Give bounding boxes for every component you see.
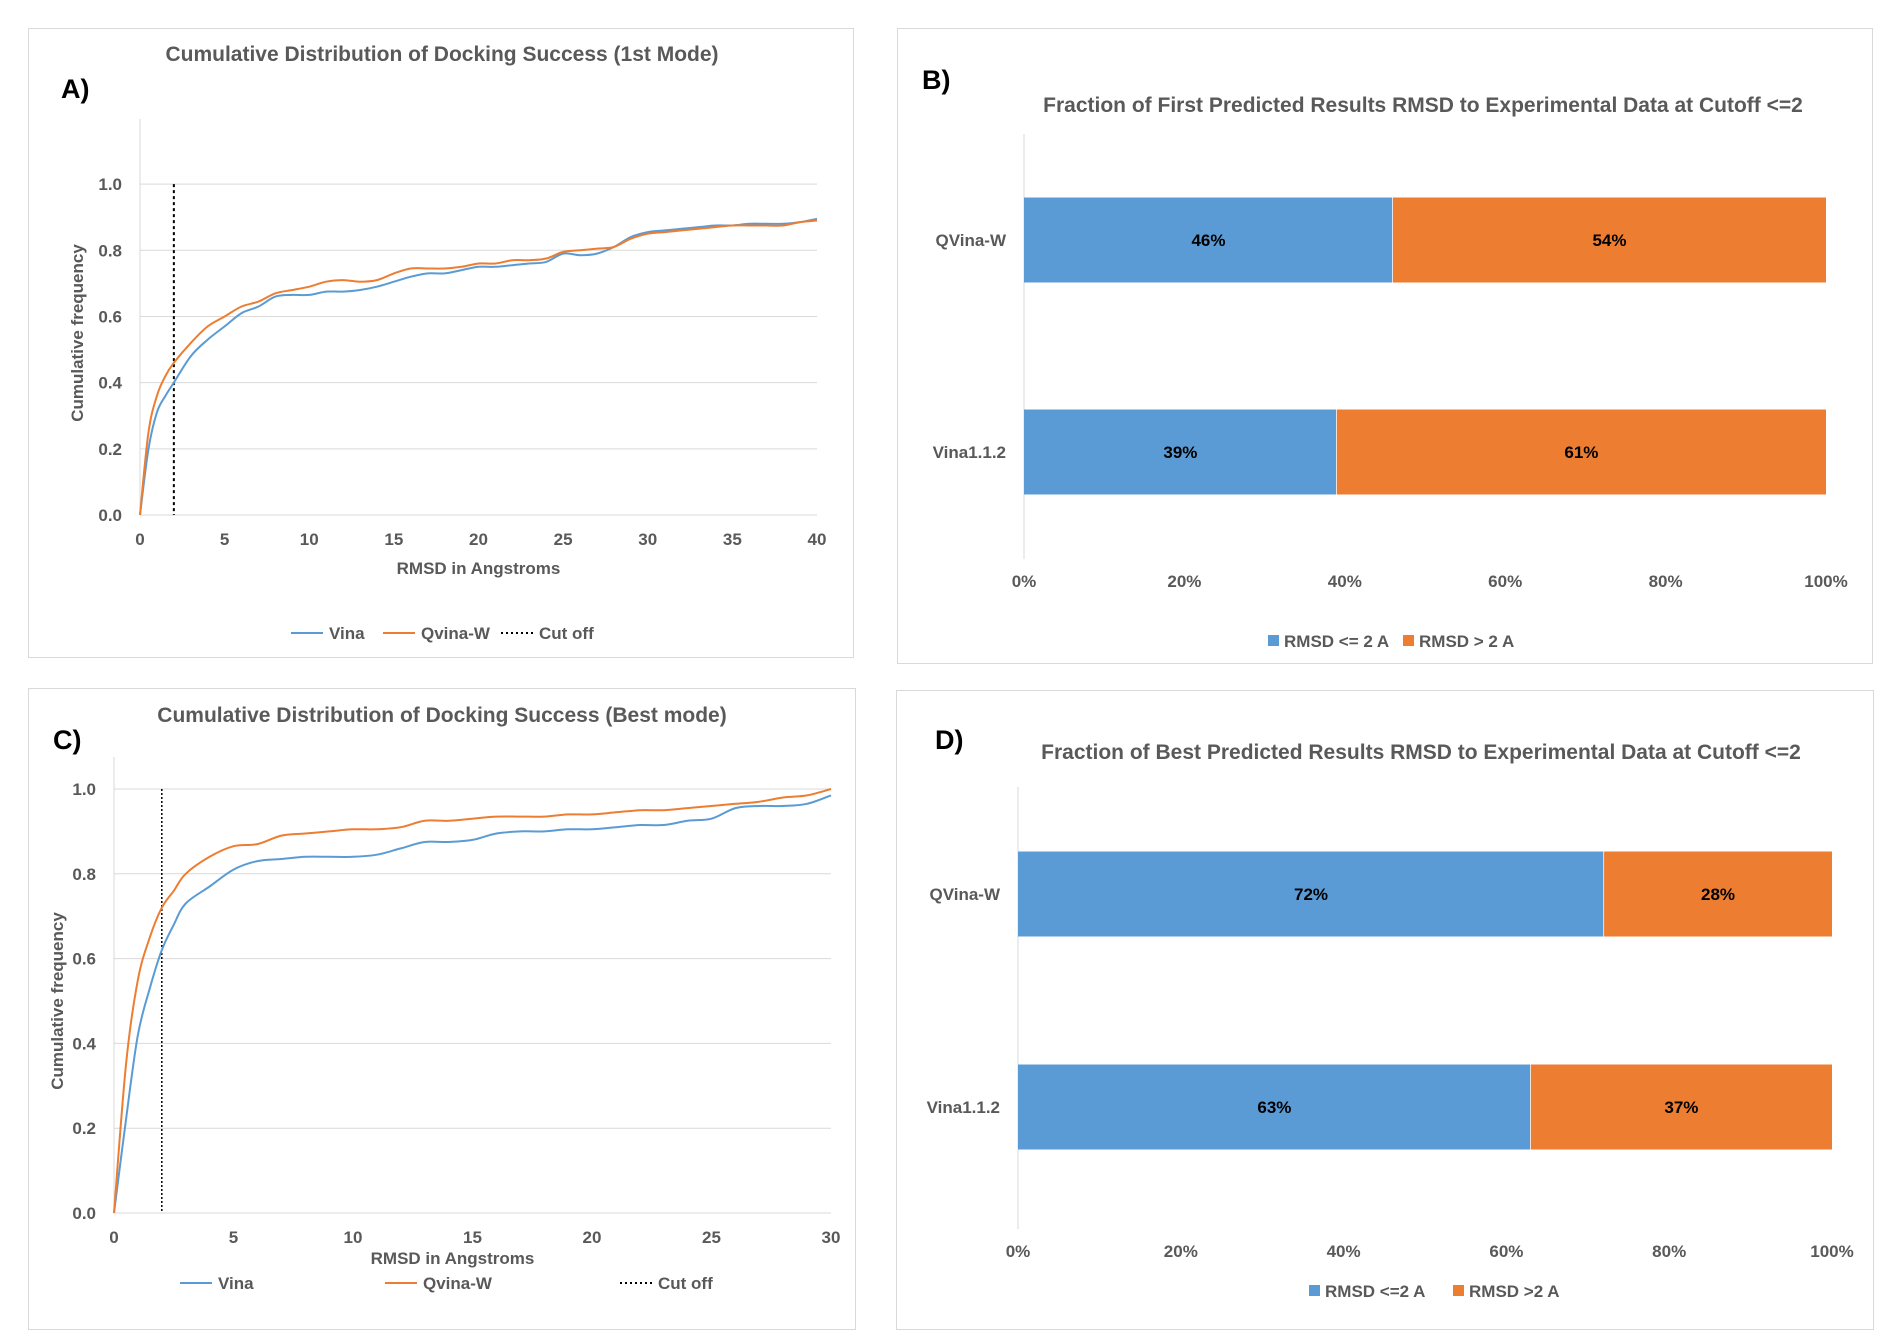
bar-segment [1018, 1064, 1531, 1150]
chart-title: Cumulative Distribution of Docking Succe… [157, 704, 726, 727]
y-tick-label: 0.0 [72, 1204, 96, 1223]
data-label: 63% [1257, 1098, 1291, 1117]
x-tick-label: 40 [808, 530, 827, 549]
chart-panel-a: Cumulative Distribution of Docking Succe… [28, 28, 854, 658]
bar-segment [1530, 1064, 1832, 1150]
data-label: 39% [1163, 443, 1197, 462]
y-tick-label: 0.0 [98, 506, 122, 525]
data-label: 28% [1701, 885, 1735, 904]
bar-segment [1018, 851, 1605, 937]
x-tick-label: 5 [220, 530, 229, 549]
data-label: 37% [1664, 1098, 1698, 1117]
panel-label: B) [922, 65, 951, 95]
x-tick-label: 40% [1327, 1242, 1361, 1261]
bar-segment [1336, 409, 1826, 495]
legend-swatch [1453, 1285, 1464, 1296]
legend-label: Qvina-W [421, 624, 491, 643]
x-axis-label: RMSD in Angstroms [397, 559, 561, 578]
series-line-qvina-w [113, 788, 832, 1214]
x-tick-label: 100% [1810, 1242, 1853, 1261]
x-tick-label: 20 [583, 1228, 602, 1247]
y-tick-label: 1.0 [98, 175, 122, 194]
data-label: 61% [1564, 443, 1598, 462]
x-tick-label: 15 [463, 1228, 482, 1247]
legend-label: RMSD <= 2 A [1284, 632, 1389, 651]
y-tick-label: 0.4 [98, 374, 122, 393]
chart-panel-d: Fraction of Best Predicted Results RMSD … [896, 690, 1874, 1330]
line-chart-a: Cumulative Distribution of Docking Succe… [61, 43, 827, 643]
legend-label: RMSD >2 A [1469, 1282, 1560, 1301]
x-tick-label: 80% [1652, 1242, 1686, 1261]
series-line-qvina-w [139, 219, 818, 516]
data-label: 46% [1191, 231, 1225, 250]
panel-label: D) [935, 725, 964, 755]
line-chart-c: Cumulative Distribution of Docking Succe… [48, 704, 841, 1293]
y-tick-label: 0.2 [72, 1119, 96, 1138]
x-axis-label: RMSD in Angstroms [371, 1249, 535, 1268]
x-tick-label: 30 [822, 1228, 841, 1247]
x-tick-label: 0% [1012, 572, 1037, 591]
chart-panel-b: Fraction of First Predicted Results RMSD… [897, 28, 1873, 664]
legend-swatch [1268, 635, 1279, 646]
category-label: Vina1.1.2 [933, 443, 1006, 462]
x-tick-label: 35 [723, 530, 742, 549]
x-tick-label: 60% [1489, 1242, 1523, 1261]
x-tick-label: 10 [344, 1228, 363, 1247]
y-tick-label: 0.2 [98, 440, 122, 459]
y-tick-label: 0.6 [98, 307, 122, 326]
bar-segment [1024, 409, 1337, 495]
y-tick-label: 0.4 [72, 1034, 96, 1053]
y-tick-label: 1.0 [72, 780, 96, 799]
chart-title: Fraction of Best Predicted Results RMSD … [1041, 741, 1801, 764]
x-tick-label: 100% [1804, 572, 1847, 591]
y-axis-label: Cumulative frequency [48, 912, 67, 1090]
x-tick-label: 0 [109, 1228, 118, 1247]
x-tick-label: 15 [384, 530, 403, 549]
data-label: 54% [1592, 231, 1626, 250]
x-tick-label: 60% [1488, 572, 1522, 591]
bar-segment [1392, 197, 1826, 283]
category-label: Vina1.1.2 [927, 1098, 1000, 1117]
panel-label: A) [61, 74, 90, 104]
category-label: QVina-W [929, 885, 1000, 904]
y-tick-label: 0.8 [72, 865, 96, 884]
data-label: 72% [1294, 885, 1328, 904]
legend-label: Cut off [658, 1274, 713, 1293]
bar-segment [1604, 851, 1832, 937]
x-tick-label: 25 [702, 1228, 721, 1247]
series-line-vina [139, 217, 818, 516]
y-axis-label: Cumulative frequency [68, 244, 87, 422]
x-tick-label: 0% [1006, 1242, 1031, 1261]
chart-title: Fraction of First Predicted Results RMSD… [1043, 94, 1803, 117]
legend-label: Cut off [539, 624, 594, 643]
bar-chart-b: Fraction of First Predicted Results RMSD… [922, 65, 1848, 651]
legend-swatch [1309, 1285, 1320, 1296]
panel-label: C) [53, 725, 82, 755]
chart-title: Cumulative Distribution of Docking Succe… [165, 43, 718, 66]
chart-panel-c: Cumulative Distribution of Docking Succe… [28, 688, 856, 1330]
x-tick-label: 20% [1167, 572, 1201, 591]
x-tick-label: 40% [1328, 572, 1362, 591]
x-tick-label: 0 [135, 530, 144, 549]
x-tick-label: 30 [638, 530, 657, 549]
y-tick-label: 0.6 [72, 950, 96, 969]
legend-label: Vina [329, 624, 365, 643]
bar-chart-d: Fraction of Best Predicted Results RMSD … [927, 725, 1854, 1301]
legend-swatch [1403, 635, 1414, 646]
x-tick-label: 25 [554, 530, 573, 549]
legend-label: Qvina-W [423, 1274, 493, 1293]
category-label: QVina-W [935, 231, 1006, 250]
x-tick-label: 20% [1164, 1242, 1198, 1261]
y-tick-label: 0.8 [98, 241, 122, 260]
legend-label: Vina [218, 1274, 254, 1293]
series-line-vina [113, 794, 832, 1214]
bar-segment [1024, 197, 1393, 283]
x-tick-label: 5 [229, 1228, 238, 1247]
legend-label: RMSD <=2 A [1325, 1282, 1425, 1301]
x-tick-label: 80% [1649, 572, 1683, 591]
legend-label: RMSD > 2 A [1419, 632, 1514, 651]
x-tick-label: 20 [469, 530, 488, 549]
x-tick-label: 10 [300, 530, 319, 549]
